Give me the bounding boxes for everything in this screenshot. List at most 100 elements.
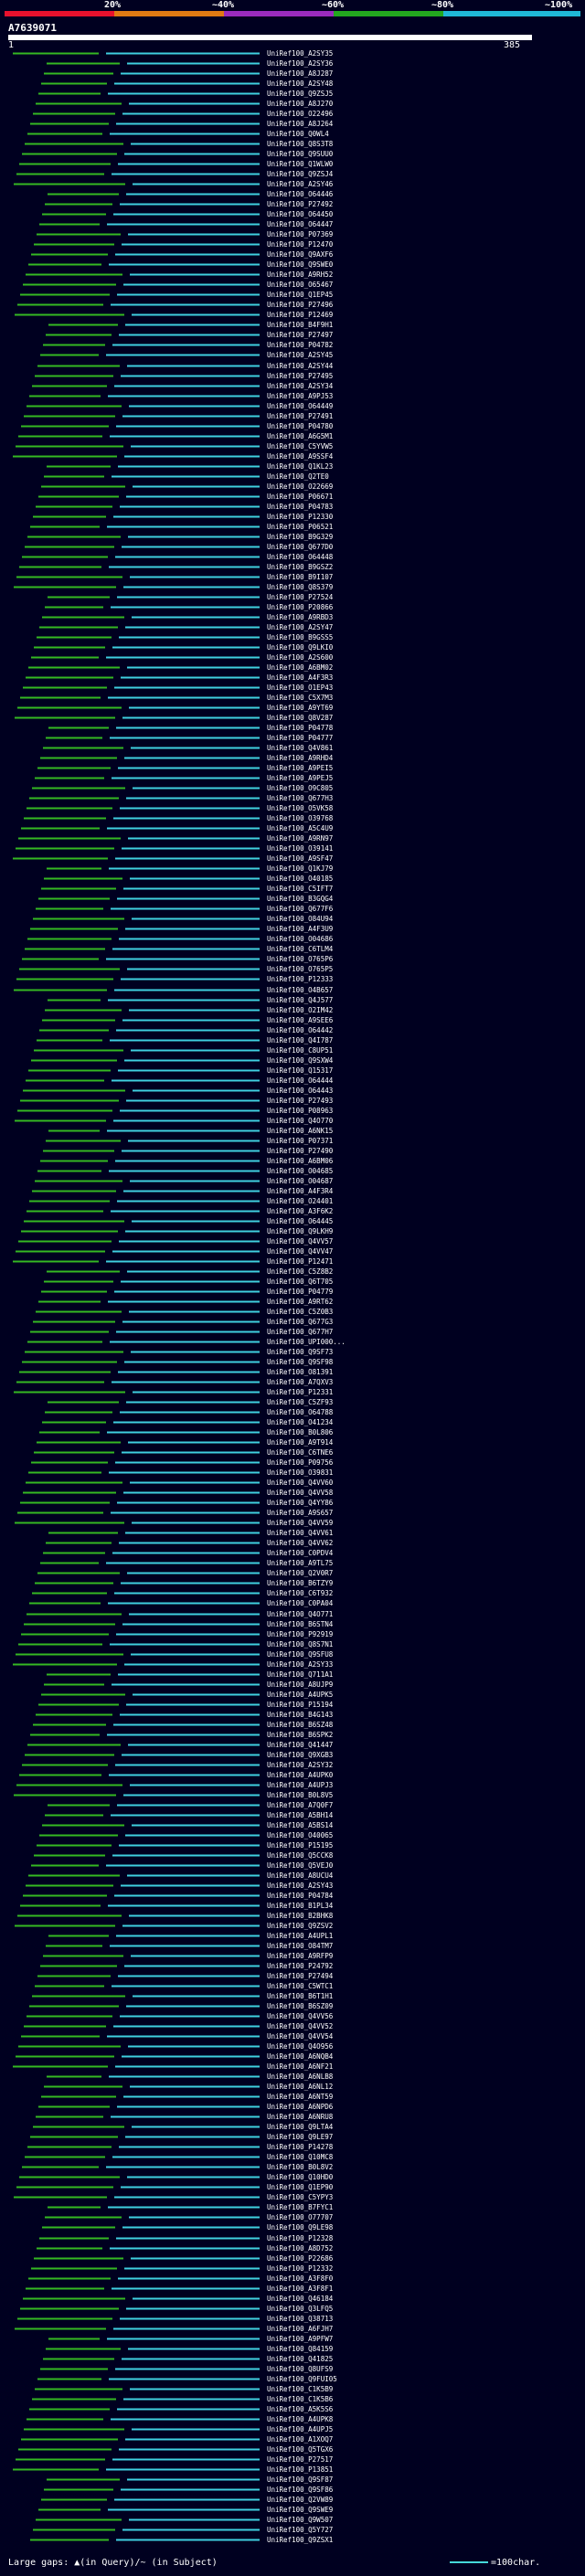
hit-label[interactable]: UniRef100_Q4VV57	[267, 1237, 333, 1246]
hit-label[interactable]: UniRef100_O04686	[267, 935, 334, 943]
hit-label[interactable]: UniRef100_P12332	[267, 2264, 333, 2273]
hit-row[interactable]: UniRef100_C0PA04	[29, 1599, 334, 1607]
hit-row[interactable]: UniRef100_B0L8V2	[22, 2163, 333, 2171]
hit-row[interactable]: UniRef100_O40065	[39, 1831, 333, 1839]
hit-row[interactable]: UniRef100_A3F8F0	[28, 2274, 334, 2283]
hit-row[interactable]: UniRef100_Q4YY86	[20, 1499, 334, 1507]
hit-label[interactable]: UniRef100_A2SY34	[267, 382, 334, 390]
hit-label[interactable]: UniRef100_A6BM06	[267, 1157, 334, 1165]
hit-label[interactable]: UniRef100_Q677H3	[267, 794, 333, 802]
hit-label[interactable]: UniRef100_Q9SF86	[267, 2486, 334, 2494]
hit-label[interactable]: UniRef100_Q9ZSJ5	[267, 90, 333, 98]
hit-row[interactable]: UniRef100_A5K5S6	[29, 2405, 334, 2413]
hit-label[interactable]: UniRef100_P04777	[267, 734, 333, 742]
hit-label[interactable]: UniRef100_C1K5B6	[267, 2395, 334, 2403]
hit-row[interactable]: UniRef100_A4F3R4	[32, 1187, 334, 1195]
hit-row[interactable]: UniRef100_A2SY32	[22, 1761, 333, 1769]
hit-row[interactable]: UniRef100_A4F3R3	[26, 673, 333, 682]
hit-label[interactable]: UniRef100_O64442	[267, 1026, 333, 1034]
hit-row[interactable]: UniRef100_P15195	[37, 1841, 333, 1850]
hit-label[interactable]: UniRef100_A2SY35	[267, 49, 333, 58]
hit-label[interactable]: UniRef100_A9RHD4	[267, 754, 334, 762]
hit-label[interactable]: UniRef100_O84U94	[267, 915, 334, 923]
hit-label[interactable]: UniRef100_P27497	[267, 331, 333, 339]
hit-row[interactable]: UniRef100_A9PFW7	[48, 2335, 333, 2343]
hit-row[interactable]: UniRef100_P12332	[31, 2264, 333, 2273]
hit-row[interactable]: UniRef100_C6TNE6	[34, 1448, 334, 1457]
hit-label[interactable]: UniRef100_Q1KL23	[267, 462, 333, 471]
hit-row[interactable]: UniRef100_Q9SUU0	[22, 150, 334, 158]
hit-label[interactable]: UniRef100_C6TLM4	[267, 945, 334, 953]
hit-row[interactable]: UniRef100_Q9SWE9	[38, 2506, 333, 2514]
hit-row[interactable]: UniRef100_Q1KL23	[47, 462, 333, 471]
hit-label[interactable]: UniRef100_O77707	[267, 2213, 333, 2221]
hit-label[interactable]: UniRef100_O39831	[267, 1468, 333, 1477]
hit-label[interactable]: UniRef100_Q9FUI05	[267, 2375, 337, 2383]
hit-label[interactable]: UniRef100_O64448	[267, 553, 334, 561]
hit-label[interactable]: UniRef100_A4UPK8	[267, 2415, 334, 2423]
hit-row[interactable]: UniRef100_B6T1H1	[32, 1992, 333, 2000]
hit-label[interactable]: UniRef100_O64788	[267, 1408, 334, 1416]
hit-row[interactable]: UniRef100_P27496	[17, 301, 334, 309]
hit-row[interactable]: UniRef100_Q9SF98	[22, 1358, 334, 1366]
hit-row[interactable]: UniRef100_A9SF47	[13, 854, 333, 863]
hit-row[interactable]: UniRef100_Q4VV59	[15, 1519, 333, 1527]
hit-row[interactable]: UniRef100_P12333	[16, 975, 333, 983]
hit-row[interactable]: UniRef100_A8J287	[44, 69, 333, 78]
hit-label[interactable]: UniRef100_Q6T705	[267, 1277, 333, 1286]
hit-row[interactable]: UniRef100_A9YT69	[17, 704, 333, 712]
hit-row[interactable]: UniRef100_Q8S3T8	[25, 140, 334, 148]
hit-label[interactable]: UniRef100_P04782	[267, 341, 333, 349]
hit-row[interactable]: UniRef100_A6NQB4	[16, 2052, 334, 2061]
hit-label[interactable]: UniRef100_A9TL75	[267, 1559, 333, 1567]
hit-label[interactable]: UniRef100_O41234	[267, 1418, 334, 1426]
hit-label[interactable]: UniRef100_Q8V287	[267, 714, 333, 722]
hit-row[interactable]: UniRef100_A9SSF4	[13, 452, 334, 461]
hit-row[interactable]: UniRef100_A9RHD4	[40, 754, 334, 762]
hit-row[interactable]: UniRef100_P12331	[14, 1388, 333, 1396]
hit-row[interactable]: UniRef100_P04782	[43, 341, 333, 349]
hit-row[interactable]: UniRef100_B9I107	[16, 573, 333, 581]
hit-label[interactable]: UniRef100_Q9SF87	[267, 2475, 333, 2484]
hit-row[interactable]: UniRef100_A8J264	[30, 120, 334, 128]
hit-label[interactable]: UniRef100_O64450	[267, 210, 334, 218]
hit-label[interactable]: UniRef100_A4UPK5	[267, 1691, 333, 1699]
hit-row[interactable]: UniRef100_P06671	[38, 493, 333, 501]
hit-label[interactable]: UniRef100_A1XOQ7	[267, 2435, 333, 2443]
hit-label[interactable]: UniRef100_Q4YY86	[267, 1499, 334, 1507]
hit-row[interactable]: UniRef100_A9RH52	[26, 270, 333, 279]
hit-label[interactable]: UniRef100_Q41447	[267, 1741, 333, 1749]
hit-label[interactable]: UniRef100_P27496	[267, 301, 334, 309]
hit-label[interactable]: UniRef100_O65467	[267, 281, 333, 289]
hit-row[interactable]: UniRef100_A6BM02	[28, 663, 333, 672]
hit-label[interactable]: UniRef100_P15194	[267, 1701, 334, 1709]
hit-row[interactable]: UniRef100_Q9ZSJ5	[38, 90, 333, 98]
hit-label[interactable]: UniRef100_A2SY47	[267, 623, 333, 631]
hit-row[interactable]: UniRef100_A6NPD6	[38, 2103, 334, 2111]
hit-label[interactable]: UniRef100_A6G5M1	[267, 432, 333, 440]
hit-label[interactable]: UniRef100_A5BS14	[267, 1821, 334, 1829]
hit-label[interactable]: UniRef100_P06521	[267, 523, 333, 531]
hit-row[interactable]: UniRef100_P92919	[21, 1630, 333, 1638]
hit-label[interactable]: UniRef100_P04784	[267, 1892, 334, 1900]
hit-row[interactable]: UniRef100_Q711A1	[47, 1670, 333, 1679]
hit-row[interactable]: UniRef100_O40185	[44, 875, 333, 883]
hit-label[interactable]: UniRef100_B2BHK8	[267, 1912, 334, 1920]
hit-label[interactable]: UniRef100_Q41825	[267, 2355, 333, 2363]
hit-row[interactable]: UniRef100_B7FYC1	[48, 2203, 333, 2211]
hit-label[interactable]: UniRef100_B9GSZ2	[267, 563, 333, 571]
hit-label[interactable]: UniRef100_P13851	[267, 2465, 333, 2474]
hit-label[interactable]: UniRef100_A4F3R4	[267, 1187, 334, 1195]
hit-label[interactable]: UniRef100_B9G329	[267, 533, 333, 541]
hit-row[interactable]: UniRef100_A4UPL1	[48, 1932, 333, 1940]
hit-label[interactable]: UniRef100_Q4VV54	[267, 2032, 334, 2041]
hit-row[interactable]: UniRef100_A6NLB8	[47, 2072, 334, 2081]
hit-row[interactable]: UniRef100_A2SY33	[13, 1660, 333, 1669]
hit-row[interactable]: UniRef100_C5WTC1	[35, 1982, 333, 1990]
hit-label[interactable]: UniRef100_C8UP51	[267, 1046, 333, 1055]
hit-label[interactable]: UniRef100_O04687	[267, 1177, 333, 1185]
hit-row[interactable]: UniRef100_Q4V861	[43, 744, 333, 752]
hit-row[interactable]: UniRef100_O1EP43	[23, 684, 333, 692]
hit-row[interactable]: UniRef100_P27495	[35, 372, 333, 380]
hit-label[interactable]: UniRef100_Q9SUU0	[267, 150, 334, 158]
